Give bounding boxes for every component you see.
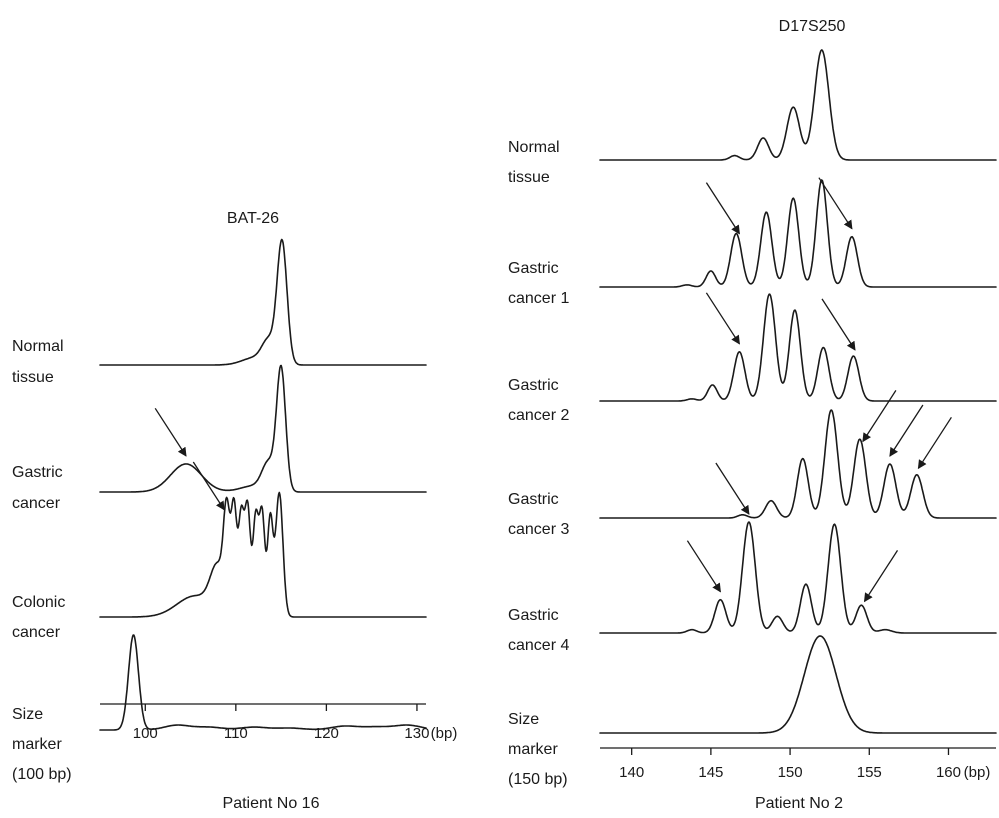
peak-arrow [715,462,750,515]
trace-label: Gastric [508,260,559,277]
trace-label: cancer [12,624,61,641]
trace-label: Gastric [508,377,559,394]
x-tick-label: 155 [857,764,882,781]
trace-label: tissue [12,369,54,386]
d17s250-x-axis-label: Patient No 2 [755,795,843,812]
x-tick-label: 160 [936,764,961,781]
bat26-panel: BAT-26 Patient No 16 Normal tissue Gastric… [12,210,457,812]
trace-label: (150 bp) [508,771,568,788]
trace-line [99,634,427,731]
peak-arrow [818,177,853,230]
x-tick-label: 110 [224,725,248,742]
trace-label: Colonic [12,594,65,611]
x-unit-label: (bp) [431,725,458,742]
d17s250-panel: D17S250 Patient No 2 Normal tissue Gastric… [508,18,997,812]
trace-line [99,491,427,618]
trace-line [599,179,997,288]
peak-arrow [705,292,740,345]
x-tick-label: 150 [778,764,803,781]
peak-arrow [154,407,187,457]
trace-line [99,364,427,493]
x-tick-label: 130 [404,725,429,742]
trace-label: cancer 4 [508,637,569,654]
peak-arrow [686,540,721,593]
trace-label: Size [12,706,43,723]
x-tick-label: 120 [314,725,339,742]
peak-arrow [889,404,924,457]
trace-label: marker [12,736,62,753]
trace-line [599,635,997,734]
peak-arrow [863,550,899,603]
x-unit-label: (bp) [964,764,991,781]
trace-line [599,521,997,634]
peak-arrow [821,298,856,351]
trace-label: (100 bp) [12,766,72,783]
peak-arrow [192,461,225,511]
x-tick-label: 100 [133,725,158,742]
trace-label: Size [508,711,539,728]
trace-line [99,238,427,366]
trace-label: Gastric [508,607,559,624]
peak-arrow [862,390,897,443]
peak-arrow [917,416,952,470]
x-tick-label: 140 [619,764,644,781]
peak-arrow [705,182,740,235]
trace-label: Normal [12,338,64,355]
trace-label: cancer 1 [508,290,569,307]
trace-label: tissue [508,169,550,186]
trace-label: marker [508,741,558,758]
trace-label: Gastric [12,464,63,481]
trace-label: cancer 2 [508,407,569,424]
trace-line [599,293,997,402]
trace-line [599,409,997,519]
bat26-title: BAT-26 [227,210,279,227]
trace-line [599,49,997,161]
bat26-x-axis-label: Patient No 16 [223,795,320,812]
d17s250-title: D17S250 [779,18,846,35]
trace-label: Normal [508,139,560,156]
trace-label: cancer [12,495,61,512]
x-tick-label: 145 [698,764,723,781]
trace-label: Gastric [508,491,559,508]
trace-label: cancer 3 [508,521,569,538]
